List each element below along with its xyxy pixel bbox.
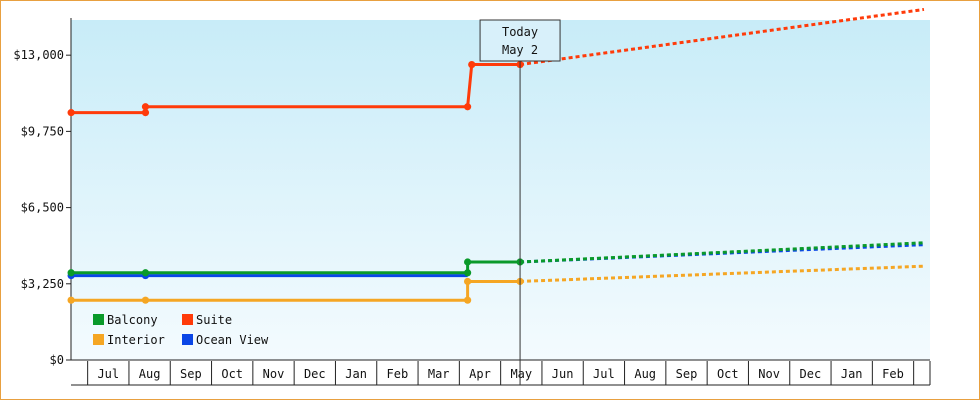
series-interior bbox=[67, 264, 925, 304]
data-point bbox=[464, 277, 472, 286]
today-label: Today bbox=[502, 25, 538, 39]
series-suite bbox=[67, 7, 925, 117]
legend-label: Ocean View bbox=[196, 333, 269, 347]
y-tick-label: $0 bbox=[50, 353, 64, 367]
legend-swatch bbox=[93, 314, 104, 325]
legend-label: Balcony bbox=[107, 313, 158, 327]
x-tick-label: Aug bbox=[139, 367, 161, 381]
series-balcony bbox=[67, 241, 925, 277]
data-point bbox=[464, 296, 472, 304]
legend-item-balcony: Balcony bbox=[93, 313, 158, 327]
series-line bbox=[71, 63, 521, 115]
data-point bbox=[464, 103, 472, 111]
y-tick-label: $6,500 bbox=[21, 201, 64, 215]
x-tick-label: Jul bbox=[593, 367, 615, 381]
legend-item-suite: Suite bbox=[182, 313, 232, 327]
x-tick-label: Feb bbox=[387, 367, 409, 381]
x-tick-label: Apr bbox=[469, 367, 491, 381]
y-tick-label: $13,000 bbox=[13, 48, 64, 62]
today-date: May 2 bbox=[502, 43, 538, 57]
x-tick-label: Jan bbox=[345, 367, 367, 381]
legend-swatch bbox=[182, 314, 193, 325]
data-point bbox=[464, 258, 472, 266]
y-tick-label: $3,250 bbox=[21, 277, 64, 291]
x-tick-label: Sep bbox=[180, 367, 202, 381]
x-tick-label: Jan bbox=[841, 367, 863, 381]
series-projection bbox=[519, 7, 925, 67]
data-point bbox=[464, 269, 472, 277]
x-tick-label: Aug bbox=[634, 367, 656, 381]
data-point bbox=[141, 296, 150, 304]
x-tick-label: Nov bbox=[263, 367, 285, 381]
y-tick-label: $9,750 bbox=[21, 124, 64, 138]
x-tick-label: May bbox=[510, 367, 532, 381]
data-point bbox=[141, 269, 150, 277]
data-point bbox=[468, 60, 476, 69]
x-tick-label: Nov bbox=[758, 367, 780, 381]
data-point bbox=[67, 269, 75, 277]
series-projection bbox=[519, 243, 925, 264]
legend-swatch bbox=[182, 334, 193, 345]
data-point bbox=[67, 109, 75, 117]
today-label-box bbox=[479, 19, 561, 62]
x-tick-label: Sep bbox=[676, 367, 698, 381]
legend-item-ocean-view: Ocean View bbox=[182, 333, 269, 347]
plot-area bbox=[71, 20, 930, 360]
data-point bbox=[67, 296, 75, 304]
x-tick-label: Jun bbox=[552, 367, 574, 381]
x-tick-label: Dec bbox=[304, 367, 326, 381]
series-projection bbox=[520, 264, 925, 283]
legend-label: Suite bbox=[196, 313, 232, 327]
legend-item-interior: Interior bbox=[93, 333, 165, 347]
x-tick-label: Feb bbox=[882, 367, 904, 381]
x-tick-label: Dec bbox=[800, 367, 822, 381]
series-projection bbox=[519, 241, 925, 264]
x-tick-label: Mar bbox=[428, 367, 450, 381]
data-point bbox=[141, 109, 150, 117]
x-tick-label: Oct bbox=[221, 367, 243, 381]
data-point bbox=[141, 103, 150, 111]
x-tick-label: Oct bbox=[717, 367, 739, 381]
legend-label: Interior bbox=[107, 333, 165, 347]
x-tick-label: Jul bbox=[97, 367, 119, 381]
legend-swatch bbox=[93, 334, 104, 345]
